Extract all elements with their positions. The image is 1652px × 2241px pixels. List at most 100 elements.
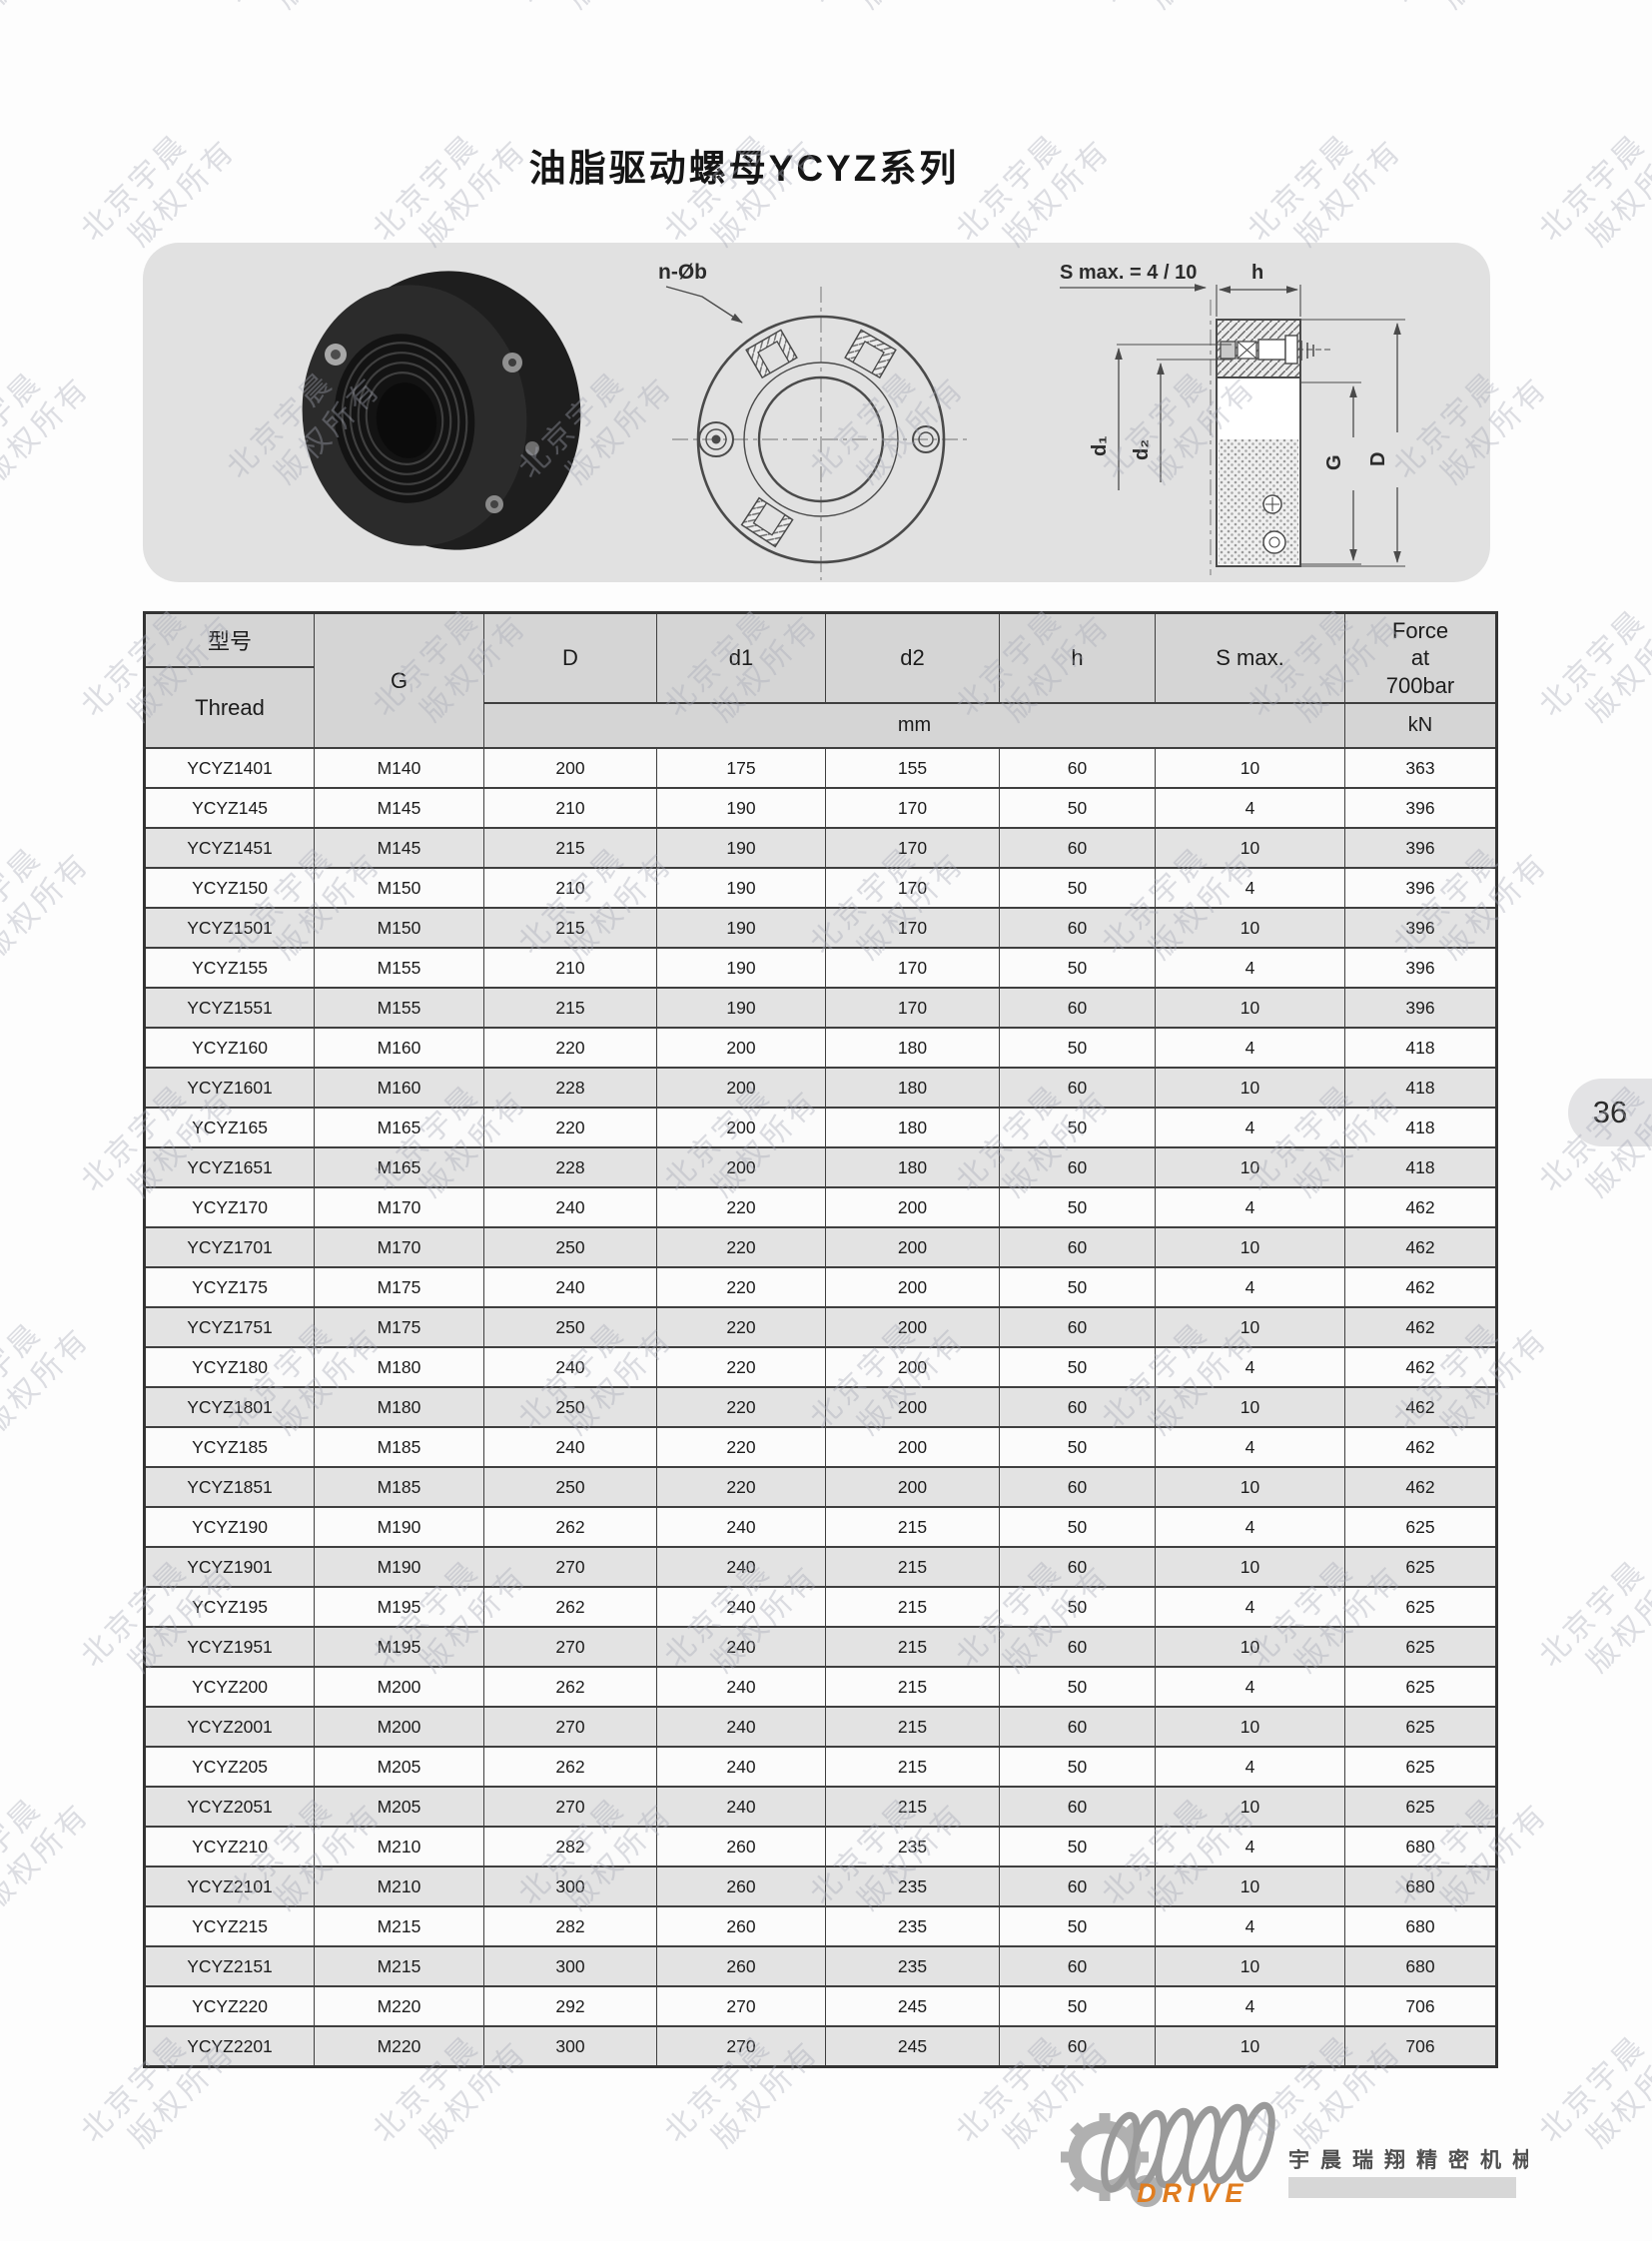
spec-row: YCYZ1901 M190 270 240 215 60 10 625 (144, 1546, 1497, 1588)
spec-row: YCYZ220 M220 292 270 245 50 4 706 (144, 1985, 1497, 2027)
spec-cell: M155 (314, 947, 484, 989)
spec-cell: M210 (314, 1826, 484, 1868)
spec-cell: YCYZ2051 (144, 1786, 315, 1828)
spec-cell: 240 (483, 1426, 657, 1468)
spec-cell: 462 (1344, 1386, 1497, 1428)
spec-cell: 220 (656, 1306, 826, 1348)
spec-cell: 10 (1155, 2025, 1345, 2068)
spec-cell: YCYZ1451 (144, 827, 315, 869)
spec-row: YCYZ2051 M205 270 240 215 60 10 625 (144, 1786, 1497, 1828)
spec-cell: 250 (483, 1466, 657, 1508)
spec-cell: 220 (656, 1346, 826, 1388)
spec-cell: M180 (314, 1346, 484, 1388)
spec-cell: YCYZ150 (144, 867, 315, 909)
spec-cell: 10 (1155, 1546, 1345, 1588)
spec-cell: 4 (1155, 1266, 1345, 1308)
spec-cell: 4 (1155, 1346, 1345, 1388)
spec-cell: 235 (825, 1905, 1000, 1947)
spec-cell: M200 (314, 1706, 484, 1748)
product-photo-illustration (302, 271, 581, 550)
col-header-thread: Thread (144, 666, 315, 749)
spec-cell: 180 (825, 1027, 1000, 1069)
spec-cell: 170 (825, 987, 1000, 1029)
spec-row: YCYZ1551 M155 215 190 170 60 10 396 (144, 987, 1497, 1029)
spec-cell: 60 (999, 1386, 1156, 1428)
spec-cell: YCYZ1501 (144, 907, 315, 949)
spec-cell: YCYZ170 (144, 1186, 315, 1228)
spec-cell: YCYZ215 (144, 1905, 315, 1947)
spec-cell: 250 (483, 1386, 657, 1428)
spec-cell: 210 (483, 947, 657, 989)
spec-cell: 4 (1155, 1826, 1345, 1868)
spec-cell: 270 (483, 1546, 657, 1588)
spec-cell: 215 (825, 1586, 1000, 1628)
spec-cell: 240 (656, 1786, 826, 1828)
spec-cell: 625 (1344, 1506, 1497, 1548)
spec-row: YCYZ2001 M200 270 240 215 60 10 625 (144, 1706, 1497, 1748)
spec-row: YCYZ160 M160 220 200 180 50 4 418 (144, 1027, 1497, 1069)
spec-cell: 462 (1344, 1466, 1497, 1508)
spec-cell: 215 (483, 987, 657, 1029)
spec-cell: M140 (314, 747, 484, 789)
footer-logo-svg: DRIVE 宇晨瑞翔精密机械 (1061, 2101, 1533, 2208)
col-header-force: Force at 700bar (1344, 611, 1497, 704)
spec-cell: 625 (1344, 1666, 1497, 1708)
spec-cell: YCYZ2151 (144, 1945, 315, 1987)
spec-cell: 240 (656, 1706, 826, 1748)
spec-cell: 170 (825, 947, 1000, 989)
spec-cell: 462 (1344, 1186, 1497, 1228)
section-d2-label: d₂ (1131, 439, 1153, 460)
spec-cell: 680 (1344, 1945, 1497, 1987)
spec-cell: M205 (314, 1746, 484, 1788)
col-header-d1: d1 (656, 611, 826, 704)
section-g-label: G (1323, 454, 1345, 470)
spec-cell: YCYZ1951 (144, 1626, 315, 1668)
spec-cell: 10 (1155, 1866, 1345, 1907)
spec-cell: 10 (1155, 1706, 1345, 1748)
footer-company-label: 宇晨瑞翔精密机械 (1288, 2148, 1528, 2172)
unit-mm-cell: mm (483, 702, 1345, 749)
spec-row: YCYZ195 M195 262 240 215 50 4 625 (144, 1586, 1497, 1628)
spec-cell: 396 (1344, 987, 1497, 1029)
col-header-d2: d2 (825, 611, 1000, 704)
spec-cell: 235 (825, 1826, 1000, 1868)
spec-cell: 235 (825, 1945, 1000, 1987)
spec-cell: 60 (999, 1067, 1156, 1109)
spec-cell: YCYZ180 (144, 1346, 315, 1388)
spec-cell: 60 (999, 827, 1156, 869)
spec-cell: 462 (1344, 1426, 1497, 1468)
spec-cell: 215 (483, 907, 657, 949)
spec-row: YCYZ205 M205 262 240 215 50 4 625 (144, 1746, 1497, 1788)
spec-table-body: YCYZ1401 M140 200 175 155 60 10 363 YCYZ145 M145 2… (144, 747, 1497, 2068)
spec-cell: 240 (483, 1346, 657, 1388)
spec-cell: 396 (1344, 947, 1497, 989)
spec-cell: 363 (1344, 747, 1497, 789)
spec-row: YCYZ145 M145 210 190 170 50 4 396 (144, 787, 1497, 829)
spec-cell: 240 (656, 1546, 826, 1588)
section-view-drawing: S max. = 4 / 10 h d₁ d₂ G D (1060, 262, 1405, 575)
spec-cell: YCYZ160 (144, 1027, 315, 1069)
spec-row: YCYZ165 M165 220 200 180 50 4 418 (144, 1107, 1497, 1148)
spec-cell: 220 (483, 1027, 657, 1069)
spec-cell: 180 (825, 1067, 1000, 1109)
spec-cell: 282 (483, 1905, 657, 1947)
spec-cell: 220 (656, 1386, 826, 1428)
spec-cell: 10 (1155, 1626, 1345, 1668)
col-header-model-cn: 型号 (144, 611, 315, 668)
spec-cell: 418 (1344, 1067, 1497, 1109)
spec-cell: 270 (656, 2025, 826, 2068)
spec-cell: 220 (656, 1466, 826, 1508)
spec-cell: 250 (483, 1306, 657, 1348)
spec-row: YCYZ1501 M150 215 190 170 60 10 396 (144, 907, 1497, 949)
spec-cell: 60 (999, 1866, 1156, 1907)
spec-cell: 190 (656, 987, 826, 1029)
spec-cell: M170 (314, 1226, 484, 1268)
spec-cell: 50 (999, 947, 1156, 989)
spec-cell: 200 (825, 1306, 1000, 1348)
spec-cell: 262 (483, 1586, 657, 1628)
spec-cell: 170 (825, 907, 1000, 949)
spec-cell: 680 (1344, 1905, 1497, 1947)
spec-cell: 4 (1155, 1666, 1345, 1708)
